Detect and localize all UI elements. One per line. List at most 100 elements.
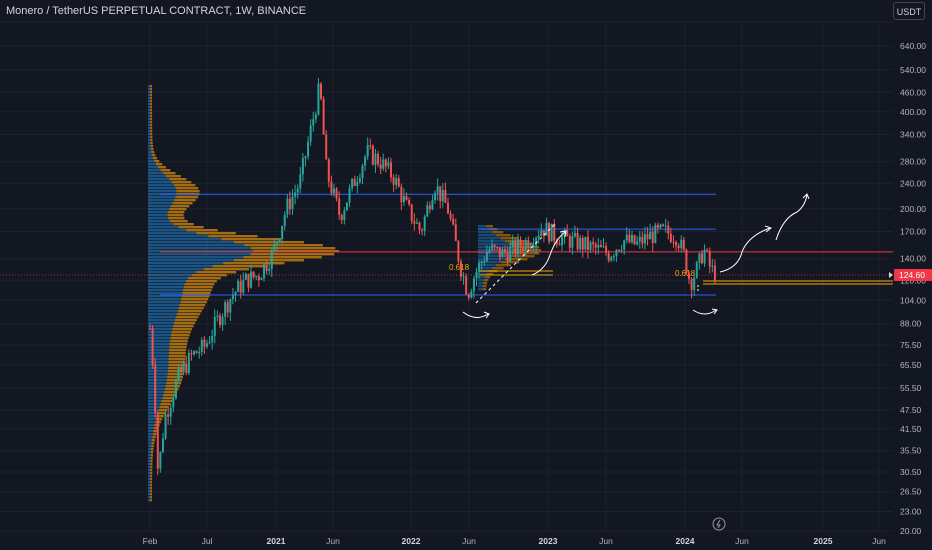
candle-body: [286, 198, 289, 215]
candle-body: [643, 234, 646, 244]
profile-bar-volume: [148, 481, 151, 484]
candle-body: [270, 250, 273, 270]
profile-bar-volume: [148, 184, 175, 187]
profile-bar-volume-up: [185, 280, 217, 283]
profile-bar-volume: [148, 457, 151, 460]
profile-bar-volume-up: [175, 196, 199, 199]
candle-body: [275, 242, 278, 244]
candle-body: [561, 236, 564, 246]
candle-body: [296, 188, 299, 193]
candle-body: [522, 247, 525, 251]
candle-body: [369, 145, 372, 147]
profile-bar-volume-up: [492, 267, 504, 270]
candle-body: [708, 250, 711, 267]
candle-body: [703, 249, 706, 264]
candle-body: [371, 145, 374, 165]
profile-bar-volume-up: [150, 127, 153, 130]
profile-bar-volume-up: [150, 490, 153, 493]
profile-bar-volume: [148, 265, 213, 268]
candle-body: [218, 315, 221, 326]
candle-body: [211, 335, 214, 343]
profile-bar-volume: [148, 166, 158, 169]
profile-bar-volume-up: [173, 223, 194, 226]
profile-bar-volume-up: [158, 409, 168, 412]
candle-body: [255, 276, 258, 278]
candle-body: [415, 222, 418, 224]
profile-bar-volume: [148, 118, 151, 121]
candle-body: [244, 273, 247, 280]
price-tick-label: 104.00: [900, 295, 926, 305]
profile-bar-volume: [148, 109, 151, 112]
candle-body: [633, 235, 636, 245]
currency-button[interactable]: USDT: [893, 2, 925, 20]
profile-bar-volume-up: [175, 187, 199, 190]
profile-bar-volume-up: [505, 258, 528, 261]
price-tick-label: 340.00: [900, 130, 926, 140]
profile-bar-volume: [148, 214, 168, 217]
profile-bar-volume-up: [208, 235, 258, 238]
profile-bar-volume: [148, 277, 188, 280]
profile-bar-volume-up: [160, 169, 171, 172]
profile-bar-volume-up: [196, 271, 237, 274]
profile-bar-volume-up: [168, 364, 185, 367]
candle-body: [550, 223, 553, 242]
profile-bar-volume-up: [150, 454, 153, 457]
profile-bar-volume-up: [191, 274, 227, 277]
profile-bar-volume: [148, 121, 151, 124]
candle-body: [558, 243, 561, 246]
candle-body: [418, 222, 421, 231]
candle-body: [335, 188, 338, 199]
candle-body: [620, 249, 623, 251]
candle-body: [351, 178, 354, 189]
profile-bar-volume: [478, 249, 513, 252]
candle-body: [320, 83, 323, 99]
profile-bar-volume: [148, 106, 151, 109]
profile-bar-volume: [148, 238, 222, 241]
profile-bar-volume: [148, 388, 165, 391]
time-tick-label: Jun: [462, 536, 476, 546]
profile-bar-volume: [148, 160, 155, 163]
time-tick-label: Jun: [599, 536, 613, 546]
profile-bar-volume-up: [150, 463, 153, 466]
candle-body: [379, 164, 382, 169]
lightning-icon[interactable]: [712, 517, 726, 531]
profile-bar-volume: [148, 271, 197, 274]
time-axis[interactable]: Feb Jul 2021 Jun 2022 Jun 2023 Jun 2024 Jun 2025 Ju…: [143, 536, 886, 546]
candle-body: [444, 190, 447, 203]
price-axis[interactable]: 640.00 540.00 460.00 400.00 340.00 280.00 240.…: [900, 41, 926, 536]
candle-body: [231, 295, 234, 300]
candle-body: [581, 237, 584, 250]
profile-bar-volume-up: [482, 288, 487, 291]
profile-bar-volume: [478, 279, 484, 282]
profile-bar-volume: [148, 466, 151, 469]
candle-body: [540, 230, 543, 236]
profile-bar-volume-up: [170, 334, 190, 337]
profile-bar-volume-up: [233, 259, 305, 262]
candle-body: [638, 236, 641, 242]
candle-body: [589, 242, 592, 250]
candle-body: [299, 174, 302, 189]
profile-bar-volume-up: [151, 445, 154, 448]
candle-body: [301, 158, 304, 175]
candle-body: [571, 236, 574, 248]
candle-body: [156, 413, 159, 469]
profile-bar-volume: [478, 273, 487, 276]
price-tick-label: 26.50: [900, 487, 922, 497]
profile-bar-volume-up: [150, 475, 153, 478]
profile-bar-volume: [148, 406, 160, 409]
profile-bar-volume: [478, 258, 506, 261]
profile-bar-volume: [478, 225, 487, 228]
candle-body: [599, 245, 602, 248]
profile-bar-volume: [148, 433, 153, 436]
curved-arrow: [719, 225, 773, 273]
candle-body: [436, 186, 439, 193]
profile-bar-volume: [148, 316, 176, 319]
candle-body: [483, 261, 486, 263]
profile-bar-volume: [478, 285, 483, 288]
profile-bar-volume: [148, 292, 183, 295]
profile-bar-volume-up: [482, 285, 487, 288]
profile-bar-volume: [148, 208, 170, 211]
candle-body: [408, 199, 411, 205]
profile-bar-volume-up: [512, 249, 541, 252]
